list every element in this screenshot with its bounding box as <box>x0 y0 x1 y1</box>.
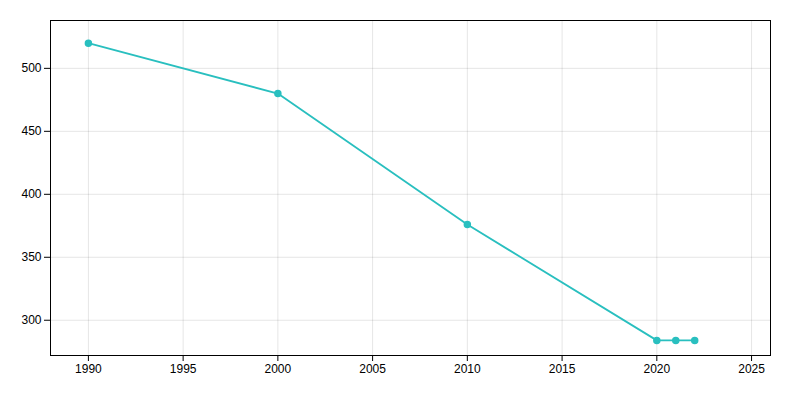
svg-text:2025: 2025 <box>738 362 765 376</box>
svg-text:500: 500 <box>21 61 41 75</box>
svg-text:2015: 2015 <box>549 362 576 376</box>
svg-text:1995: 1995 <box>170 362 197 376</box>
svg-text:400: 400 <box>21 187 41 201</box>
svg-text:2020: 2020 <box>643 362 670 376</box>
svg-text:300: 300 <box>21 313 41 327</box>
svg-text:1990: 1990 <box>75 362 102 376</box>
svg-text:2010: 2010 <box>454 362 481 376</box>
svg-text:2000: 2000 <box>265 362 292 376</box>
svg-text:350: 350 <box>21 250 41 264</box>
svg-text:450: 450 <box>21 124 41 138</box>
svg-text:2005: 2005 <box>359 362 386 376</box>
